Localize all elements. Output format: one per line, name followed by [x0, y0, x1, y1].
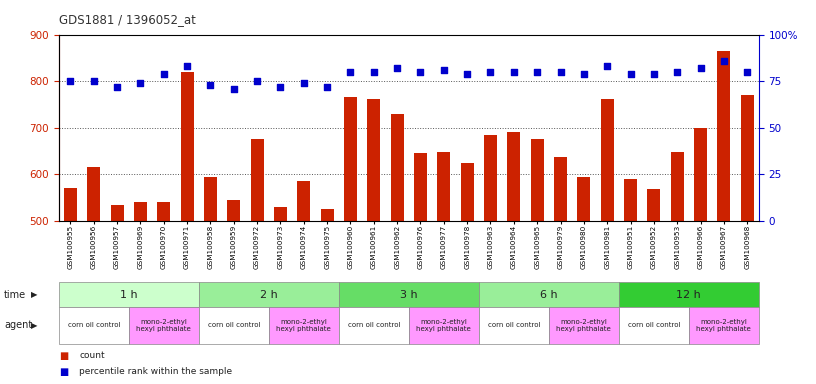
Point: [110, 84, 124, 90]
Point: [87, 78, 100, 84]
Bar: [87, 167, 100, 221]
Bar: [694, 127, 707, 221]
Bar: [111, 205, 123, 221]
Point: [484, 69, 497, 75]
Bar: [554, 157, 567, 221]
Bar: [204, 177, 217, 221]
Bar: [157, 202, 171, 221]
Point: [204, 82, 217, 88]
Text: 1 h: 1 h: [120, 290, 138, 300]
Point: [530, 69, 543, 75]
Text: percentile rank within the sample: percentile rank within the sample: [79, 367, 233, 376]
Point: [180, 63, 193, 69]
Point: [157, 71, 171, 77]
Bar: [601, 99, 614, 221]
Point: [717, 58, 730, 64]
Point: [297, 80, 310, 86]
Bar: [251, 139, 264, 221]
Bar: [647, 189, 660, 221]
Text: ■: ■: [59, 366, 68, 377]
Text: 6 h: 6 h: [540, 290, 557, 300]
Bar: [391, 114, 404, 221]
Bar: [484, 135, 497, 221]
Point: [624, 71, 637, 77]
Point: [274, 84, 287, 90]
Text: agent: agent: [4, 320, 33, 331]
Point: [64, 78, 77, 84]
Bar: [414, 153, 427, 221]
Text: count: count: [79, 351, 104, 361]
Text: mono-2-ethyl
hexyl phthalate: mono-2-ethyl hexyl phthalate: [697, 319, 752, 332]
Text: 12 h: 12 h: [676, 290, 701, 300]
Text: mono-2-ethyl
hexyl phthalate: mono-2-ethyl hexyl phthalate: [277, 319, 331, 332]
Text: GDS1881 / 1396052_at: GDS1881 / 1396052_at: [59, 13, 196, 26]
Point: [741, 69, 754, 75]
Point: [414, 69, 427, 75]
Text: corn oil control: corn oil control: [488, 323, 540, 328]
Point: [251, 78, 264, 84]
Bar: [717, 51, 730, 221]
Bar: [461, 162, 473, 221]
Point: [694, 65, 707, 71]
Text: corn oil control: corn oil control: [68, 323, 120, 328]
Text: mono-2-ethyl
hexyl phthalate: mono-2-ethyl hexyl phthalate: [136, 319, 191, 332]
Bar: [508, 132, 521, 221]
Bar: [437, 152, 450, 221]
Bar: [297, 181, 310, 221]
Point: [647, 71, 660, 77]
Bar: [344, 98, 357, 221]
Point: [391, 65, 404, 71]
Point: [437, 67, 450, 73]
Point: [554, 69, 567, 75]
Bar: [228, 200, 240, 221]
Point: [578, 71, 591, 77]
Text: ■: ■: [59, 351, 68, 361]
Bar: [134, 202, 147, 221]
Bar: [274, 207, 287, 221]
Text: time: time: [4, 290, 26, 300]
Point: [227, 86, 240, 92]
Point: [134, 80, 147, 86]
Text: corn oil control: corn oil control: [207, 323, 260, 328]
Bar: [624, 179, 637, 221]
Text: ▶: ▶: [31, 290, 38, 299]
Text: mono-2-ethyl
hexyl phthalate: mono-2-ethyl hexyl phthalate: [557, 319, 611, 332]
Point: [344, 69, 357, 75]
Bar: [64, 188, 77, 221]
Text: 2 h: 2 h: [260, 290, 277, 300]
Text: 3 h: 3 h: [400, 290, 418, 300]
Bar: [321, 209, 334, 221]
Bar: [530, 139, 543, 221]
Text: corn oil control: corn oil control: [628, 323, 680, 328]
Point: [601, 63, 614, 69]
Bar: [671, 152, 684, 221]
Point: [671, 69, 684, 75]
Point: [460, 71, 473, 77]
Point: [321, 84, 334, 90]
Text: corn oil control: corn oil control: [348, 323, 400, 328]
Bar: [367, 99, 380, 221]
Bar: [741, 95, 754, 221]
Text: ▶: ▶: [31, 321, 38, 330]
Point: [367, 69, 380, 75]
Point: [508, 69, 521, 75]
Bar: [578, 177, 590, 221]
Text: mono-2-ethyl
hexyl phthalate: mono-2-ethyl hexyl phthalate: [416, 319, 471, 332]
Bar: [180, 72, 193, 221]
